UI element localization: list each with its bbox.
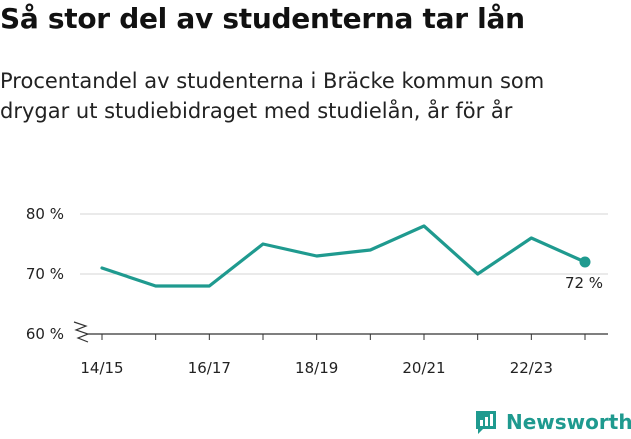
axis-break-icon bbox=[73, 321, 90, 343]
brand: Newsworthy bbox=[474, 407, 631, 437]
chart-title: Så stor del av studenterna tar lån bbox=[0, 2, 525, 35]
x-tick-label: 16/17 bbox=[188, 359, 231, 377]
gridlines bbox=[80, 213, 608, 275]
last-value-label: 72 % bbox=[565, 274, 603, 292]
x-tick-label: 20/21 bbox=[402, 359, 445, 377]
newsworthy-logo-icon bbox=[476, 411, 496, 434]
x-tick-label: 22/23 bbox=[510, 359, 553, 377]
series-line bbox=[100, 224, 587, 288]
x-axis: 14/15 16/17 18/19 20/21 22/23 bbox=[73, 321, 608, 377]
y-tick-label: 60 % bbox=[26, 325, 64, 343]
y-tick-label: 80 % bbox=[26, 205, 64, 223]
y-tick-label: 70 % bbox=[26, 265, 64, 283]
x-tick-label: 18/19 bbox=[295, 359, 338, 377]
x-tick-label: 14/15 bbox=[80, 359, 123, 377]
brand-name: Newsworthy bbox=[506, 410, 631, 434]
y-axis-tick-labels: 60 % 70 % 80 % bbox=[26, 205, 64, 343]
chart-subtitle: Procentandel av studenterna i Bräcke kom… bbox=[0, 69, 545, 123]
last-value-point bbox=[579, 256, 591, 268]
series-layer: 72 % bbox=[100, 224, 603, 292]
